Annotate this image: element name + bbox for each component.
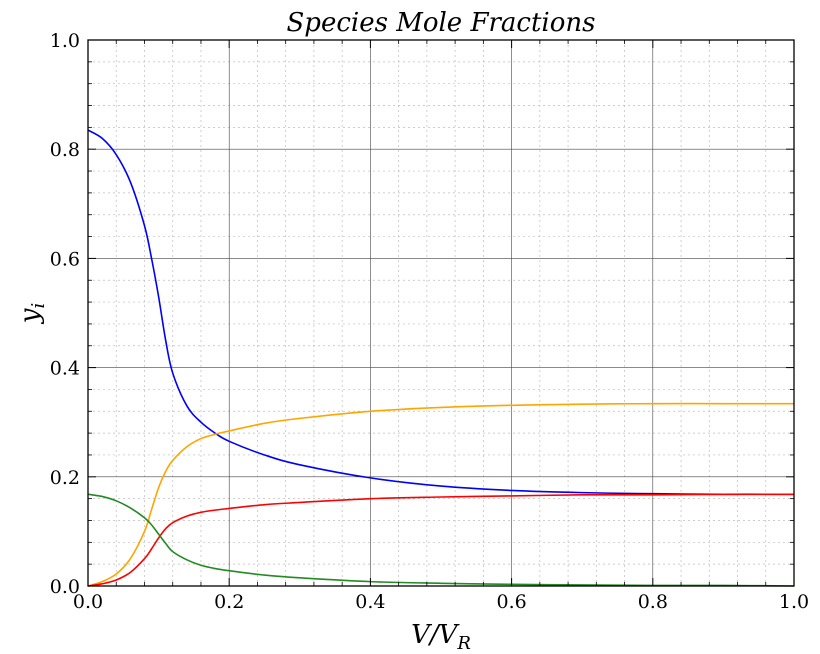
series-layer [87, 129, 795, 587]
x-tick-label: 1.0 [779, 591, 809, 613]
tick-marks [87, 39, 795, 587]
y-axis-label: yi [15, 303, 49, 324]
x-tick-label: 0.4 [355, 591, 385, 613]
series-line-2 [87, 402, 794, 587]
y-axis-label-main: y [15, 308, 45, 324]
x-tick-label: 0.0 [73, 591, 103, 613]
y-tick-label: 0.4 [50, 358, 80, 380]
series-line-4 [87, 493, 795, 587]
y-tick-label: 0.2 [50, 467, 80, 489]
series-line-3 [87, 493, 795, 587]
x-tick-label: 0.8 [638, 591, 668, 613]
series-line-1 [87, 129, 795, 496]
tick-labels: 0.0 0.2 0.4 0.6 0.8 1.0 0.0 0.2 0.4 0.6 0.8 1.0 [50, 30, 809, 613]
y-tick-label: 0.6 [50, 248, 80, 270]
x-axis-label-main: V/V [411, 620, 460, 650]
y-tick-label: 1.0 [50, 30, 80, 52]
y-tick-label: 0.0 [50, 576, 80, 598]
chart-title: Species Mole Fractions [287, 8, 596, 38]
x-tick-label: 0.6 [496, 591, 526, 613]
x-tick-label: 0.2 [214, 591, 244, 613]
x-axis-label-subscript: R [456, 633, 471, 654]
y-axis-label-subscript: i [28, 303, 49, 309]
grid-layer [88, 40, 794, 586]
plot-area-frame [87, 39, 795, 587]
x-axis-label: V/VR [411, 620, 471, 654]
y-tick-label: 0.8 [50, 139, 80, 161]
